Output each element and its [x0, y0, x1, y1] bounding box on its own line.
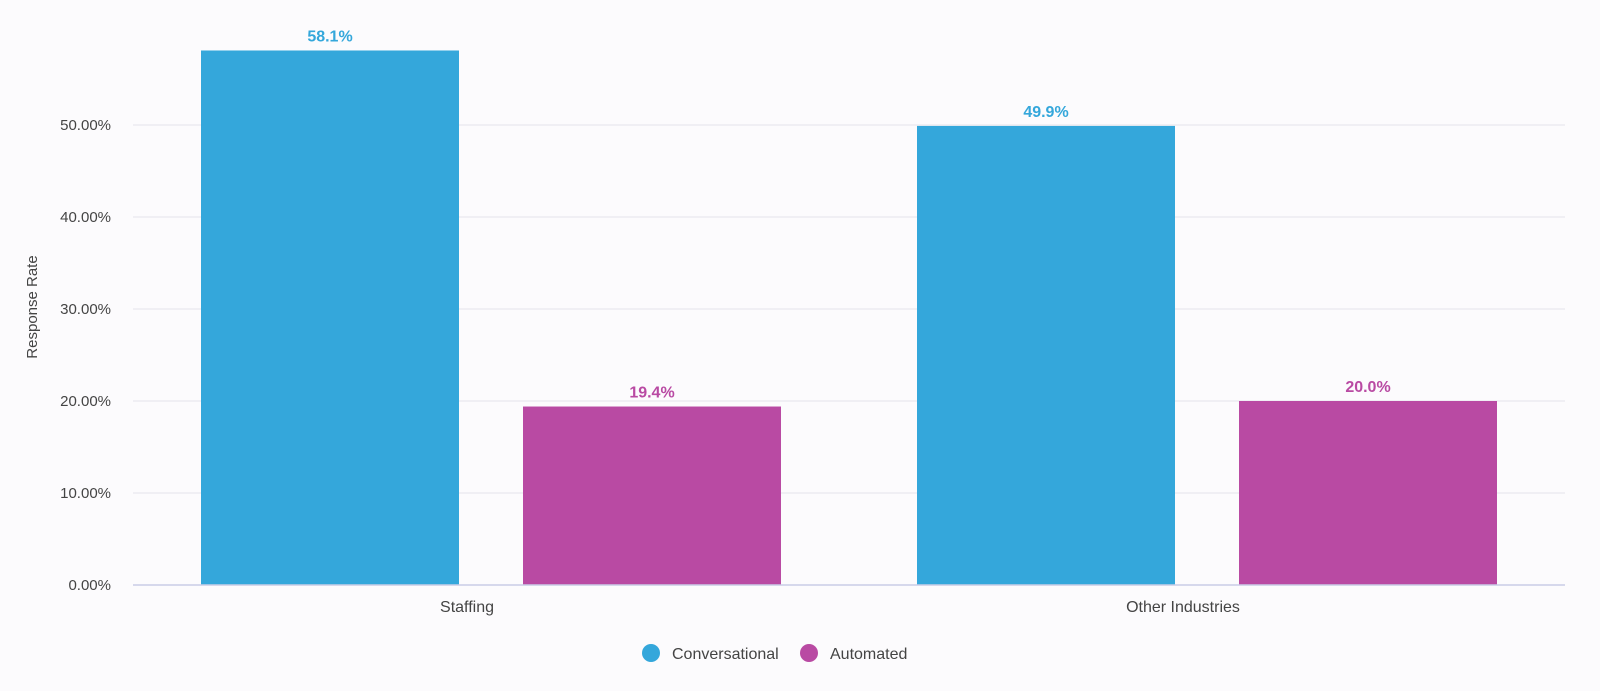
legend-marker [800, 644, 818, 662]
y-tick-label: 20.00% [60, 393, 111, 410]
legend-item-conversational[interactable]: Conversational [642, 644, 779, 663]
y-tick-label: 40.00% [60, 209, 111, 226]
bars [201, 50, 1497, 586]
x-axis: Staffing Other Industries [133, 584, 1565, 616]
y-tick-label: 50.00% [60, 117, 111, 134]
x-tick-label: Other Industries [1126, 599, 1240, 616]
legend: Conversational Automated [642, 644, 907, 663]
y-axis: 0.00% 10.00% 20.00% 30.00% 40.00% 50.00% [60, 117, 111, 594]
bar-conversational-staffing[interactable] [201, 50, 459, 586]
y-axis-title: Response Rate [24, 255, 41, 358]
data-label: 19.4% [629, 385, 674, 402]
y-tick-label: 30.00% [60, 301, 111, 318]
x-tick-label: Staffing [440, 599, 494, 616]
legend-item-automated[interactable]: Automated [800, 644, 907, 663]
bar-automated-staffing[interactable] [523, 406, 781, 585]
legend-label: Conversational [672, 646, 779, 663]
data-labels: 58.1% 19.4% 49.9% 20.0% [307, 28, 1390, 401]
bar-automated-other-industries[interactable] [1239, 401, 1497, 585]
bar-conversational-other-industries[interactable] [917, 125, 1175, 586]
y-tick-label: 10.00% [60, 485, 111, 502]
data-label: 20.0% [1345, 379, 1390, 396]
legend-label: Automated [830, 646, 907, 663]
data-label: 58.1% [307, 28, 352, 45]
y-tick-label: 0.00% [68, 577, 111, 594]
data-label: 49.9% [1023, 104, 1068, 121]
legend-marker [642, 644, 660, 662]
